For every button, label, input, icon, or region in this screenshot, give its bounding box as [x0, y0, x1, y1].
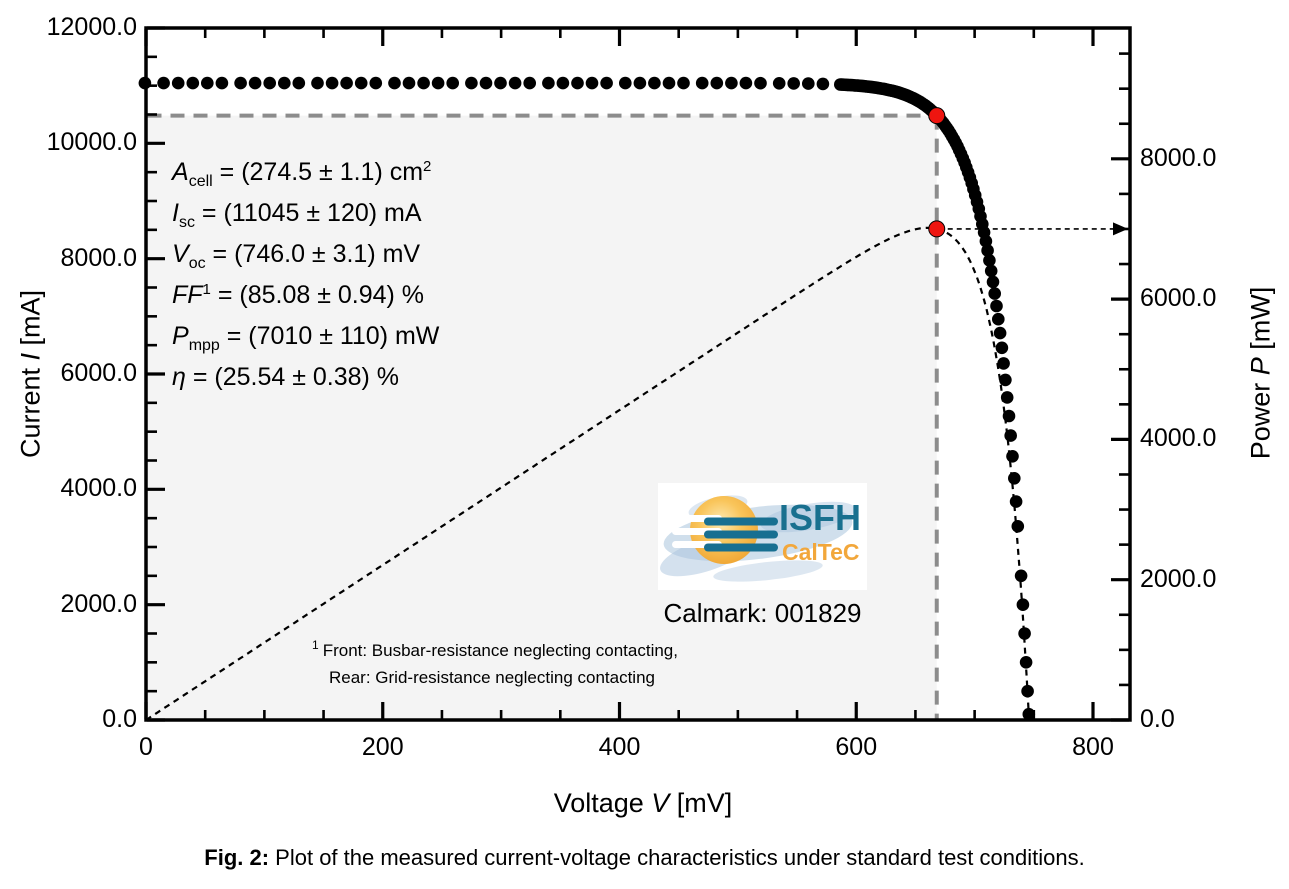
iv-power-plot	[138, 26, 1132, 722]
x-tick-label: 400	[598, 733, 641, 761]
result-line-5: η = (25.54 ± 0.38) %	[172, 363, 400, 391]
y-right-axis-title: Power P [mW]	[1246, 287, 1277, 460]
footnote-line1: Front: Busbar-resistance neglecting cont…	[322, 641, 678, 660]
logo-text-caltec: CalTeC	[782, 539, 860, 565]
y-right-axis-title-symbol: P	[1245, 357, 1276, 376]
logo-artwork	[660, 495, 856, 582]
y-left-tick-label: 6000.0	[60, 358, 137, 387]
y-right-axis-title-prefix: Power	[1245, 375, 1276, 460]
x-axis-title: Voltage V [mV]	[554, 788, 733, 819]
caption-text: Plot of the measured current-voltage cha…	[269, 845, 1085, 870]
y-right-tick-label: 4000.0	[1140, 424, 1217, 453]
result-line-0: Acell = (274.5 ± 1.1) cm2	[172, 158, 432, 190]
result-line-4: Pmpp = (7010 ± 110) mW	[172, 322, 440, 354]
mpp-power-marker	[928, 220, 946, 238]
isfh-caltec-logo: ISFH CalTeC	[658, 483, 867, 590]
x-tick-label: 800	[1072, 733, 1114, 761]
caption-label: Fig. 2:	[204, 845, 270, 870]
y-left-axis-title: Current I [mA]	[16, 290, 47, 458]
y-right-tick-label: 2000.0	[1140, 564, 1217, 593]
x-tick-label: 0	[139, 733, 153, 761]
y-left-tick-label: 4000.0	[60, 474, 137, 503]
y-left-tick-label: 2000.0	[60, 589, 137, 618]
y-right-axis-title-unit: [mW]	[1245, 286, 1276, 358]
y-left-tick-label: 0.0	[102, 704, 137, 733]
y-right-tick-label: 0.0	[1140, 704, 1175, 733]
x-axis-title-prefix: Voltage	[553, 788, 652, 818]
footnote: 1 Front: Busbar-resistance neglecting con…	[312, 637, 678, 691]
measurement-results-box: Acell = (274.5 ± 1.1) cm2 Isc = (11045 ± …	[172, 152, 439, 398]
x-axis-title-symbol: V	[651, 788, 670, 818]
result-line-1: Isc = (11045 ± 120) mA	[172, 199, 422, 231]
footnote-marker: 1	[312, 638, 319, 652]
footnote-line2: Rear: Grid-resistance neglecting contact…	[329, 668, 655, 687]
y-right-tick-label: 8000.0	[1140, 143, 1217, 172]
x-tick-label: 600	[835, 733, 878, 761]
x-axis-title-unit: [mV]	[669, 788, 733, 818]
y-left-axis-title-unit: [mA]	[15, 289, 46, 353]
mpp-current-marker	[928, 107, 946, 125]
y-right-tick-label: 6000.0	[1140, 284, 1217, 313]
y-left-tick-label: 10000.0	[46, 128, 137, 157]
result-line-3: FF1 = (85.08 ± 0.94) %	[172, 281, 425, 309]
result-line-2: Voc = (746.0 ± 3.1) mV	[172, 240, 421, 272]
y-left-axis-title-prefix: Current	[15, 360, 46, 459]
figure-caption: Fig. 2: Plot of the measured current-vol…	[0, 845, 1289, 871]
logo-text-isfh: ISFH	[779, 497, 862, 538]
y-left-axis-title-symbol: I	[15, 352, 46, 361]
y-left-tick-label: 8000.0	[60, 243, 137, 272]
calmark-label: Calmark: 001829	[663, 598, 862, 628]
logo-teal-bars	[704, 517, 778, 552]
x-tick-label: 200	[361, 733, 404, 761]
y-left-tick-label: 12000.0	[46, 12, 137, 41]
